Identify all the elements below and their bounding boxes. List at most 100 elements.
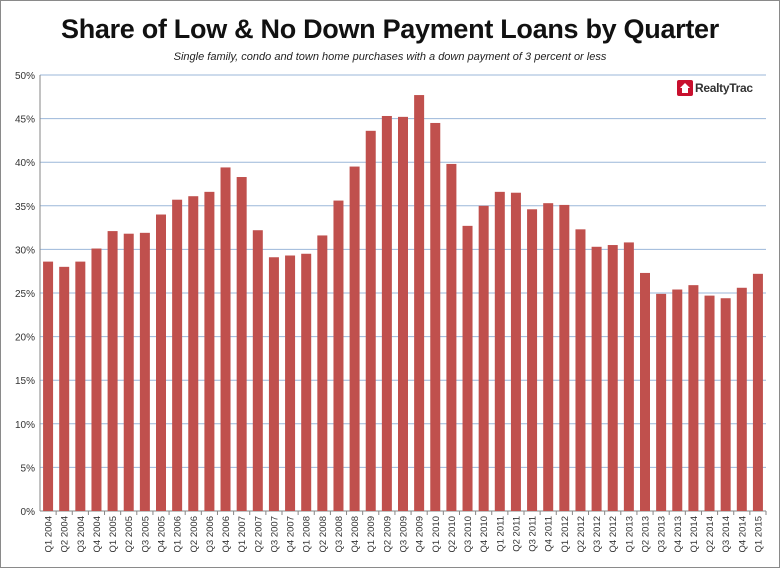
- x-tick-label: Q1 2010: [431, 516, 442, 552]
- bar: [123, 233, 134, 511]
- y-tick-label: 40%: [15, 158, 35, 169]
- x-tick-label: Q4 2012: [608, 516, 619, 552]
- chart-title: Share of Low & No Down Payment Loans by …: [60, 14, 719, 44]
- y-tick-label: 25%: [15, 289, 35, 300]
- bar: [478, 205, 489, 512]
- bar: [139, 232, 150, 511]
- y-tick-label: 30%: [15, 245, 35, 256]
- x-tick-label: Q2 2009: [382, 516, 393, 552]
- bar: [285, 255, 296, 511]
- bar: [349, 166, 360, 511]
- bar: [252, 230, 263, 511]
- x-tick-label: Q4 2006: [221, 516, 232, 552]
- x-tick-label: Q1 2015: [753, 516, 764, 552]
- bar: [656, 293, 667, 511]
- x-tick-label: Q4 2008: [350, 516, 361, 552]
- bar: [446, 163, 457, 511]
- x-tick-label: Q3 2014: [721, 516, 732, 552]
- bar: [43, 261, 54, 511]
- x-tick-label: Q4 2014: [737, 516, 748, 552]
- x-tick-label: Q1 2007: [237, 516, 248, 552]
- y-tick-label: 15%: [15, 376, 35, 387]
- bar: [672, 289, 683, 511]
- y-tick-label: 10%: [15, 420, 35, 431]
- bar: [623, 242, 634, 512]
- x-tick-label: Q2 2006: [189, 516, 200, 552]
- bar: [172, 199, 183, 511]
- bar: [75, 261, 86, 511]
- x-tick-label: Q1 2005: [108, 516, 119, 552]
- bar: [333, 200, 344, 511]
- x-tick-label: Q3 2010: [463, 516, 474, 552]
- x-tick-label: Q2 2007: [253, 516, 264, 552]
- bar: [204, 191, 215, 511]
- x-tick-label: Q3 2007: [269, 516, 280, 552]
- bar: [527, 209, 538, 512]
- x-tick-label: Q3 2006: [205, 516, 216, 552]
- x-tick-label: Q2 2004: [60, 516, 71, 552]
- bar: [752, 273, 763, 511]
- bar: [543, 203, 554, 511]
- bar: [156, 214, 166, 511]
- bar: [510, 192, 521, 511]
- x-tick-label: Q1 2006: [173, 516, 184, 552]
- x-tick-label: Q1 2009: [366, 516, 377, 552]
- bar: [107, 231, 118, 511]
- bar: [591, 246, 602, 511]
- y-tick-label: 5%: [21, 463, 36, 474]
- bar: [430, 122, 441, 512]
- x-tick-label: Q3 2011: [528, 516, 539, 552]
- x-tick-label: Q1 2014: [689, 516, 700, 552]
- x-tick-label: Q2 2010: [447, 516, 458, 552]
- x-tick-label: Q1 2011: [495, 516, 506, 552]
- bar: [559, 204, 570, 511]
- x-tick-label: Q4 2005: [157, 516, 168, 552]
- bar: [91, 248, 102, 511]
- bar: [736, 287, 747, 511]
- x-tick-label: Q3 2008: [334, 516, 345, 552]
- y-tick-label: 45%: [15, 115, 35, 126]
- bar: [607, 245, 618, 512]
- bar: [301, 253, 312, 511]
- y-tick-label: 0%: [21, 507, 36, 518]
- x-tick-label: Q1 2013: [624, 516, 635, 552]
- x-tick-label: Q2 2014: [705, 516, 716, 552]
- bar: [59, 266, 70, 511]
- x-tick-label: Q2 2012: [576, 516, 587, 552]
- bar: [704, 295, 715, 511]
- bar: [365, 130, 376, 511]
- bar: [220, 167, 231, 511]
- bar: [688, 285, 699, 511]
- x-tick-label: Q3 2005: [140, 516, 151, 552]
- x-tick-label: Q3 2009: [399, 516, 410, 552]
- x-tick-label: Q4 2007: [286, 516, 297, 552]
- bar: [462, 225, 473, 512]
- x-tick-label: Q2 2011: [511, 516, 522, 552]
- x-tick-label: Q1 2004: [44, 516, 55, 552]
- y-tick-label: 35%: [15, 202, 35, 213]
- x-tick-label: Q2 2013: [641, 516, 652, 552]
- x-tick-label: Q4 2011: [544, 516, 555, 552]
- x-tick-label: Q1 2012: [560, 516, 571, 552]
- bar: [494, 191, 505, 511]
- bar: [236, 177, 247, 511]
- y-tick-label: 20%: [15, 333, 35, 344]
- x-tick-label: Q2 2008: [318, 516, 329, 552]
- x-tick-label: Q1 2008: [302, 516, 313, 552]
- bar: [317, 235, 328, 511]
- bar: [381, 115, 392, 511]
- y-tick-label: 50%: [15, 71, 35, 82]
- bar: [414, 95, 425, 511]
- x-tick-label: Q3 2012: [592, 516, 603, 552]
- bar: [398, 116, 408, 512]
- x-tick-label: Q2 2005: [124, 516, 135, 552]
- bar: [720, 298, 731, 511]
- x-tick-label: Q4 2009: [415, 516, 426, 552]
- bar: [268, 257, 279, 511]
- x-tick-label: Q4 2013: [673, 516, 684, 552]
- x-tick-label: Q3 2004: [76, 516, 87, 552]
- bar: [188, 196, 199, 511]
- bar: [640, 272, 650, 511]
- chart-subtitle: Single family, condo and town home purch…: [173, 51, 607, 63]
